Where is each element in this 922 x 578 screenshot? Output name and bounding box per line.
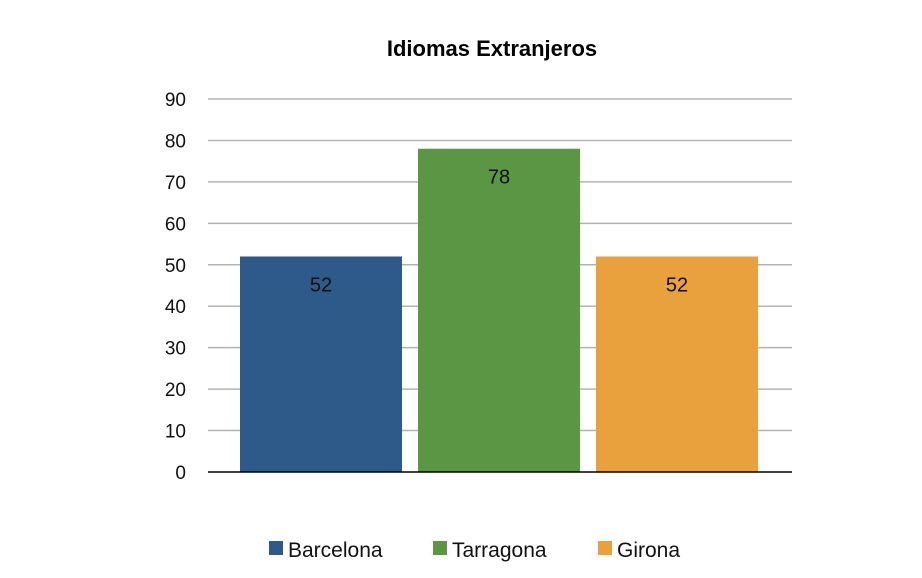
y-tick-label: 20 bbox=[165, 380, 186, 401]
data-label-tarragona: 78 bbox=[488, 167, 510, 189]
y-tick-label: 90 bbox=[165, 90, 186, 111]
bar-tarragona bbox=[418, 148, 580, 472]
data-label-girona: 52 bbox=[666, 274, 688, 296]
legend: Barcelona Tarragona Girona bbox=[269, 539, 680, 562]
bar-barcelona bbox=[240, 256, 402, 472]
y-tick-label: 40 bbox=[165, 297, 186, 318]
y-tick-label: 0 bbox=[175, 463, 186, 484]
bars bbox=[240, 148, 758, 472]
y-tick-label: 10 bbox=[165, 422, 186, 443]
legend-swatch-girona bbox=[598, 541, 612, 555]
legend-label-tarragona: Tarragona bbox=[452, 539, 547, 562]
y-tick-label: 60 bbox=[165, 214, 186, 235]
legend-label-barcelona: Barcelona bbox=[288, 539, 383, 562]
y-tick-label: 30 bbox=[165, 339, 186, 360]
y-tick-label: 70 bbox=[165, 173, 186, 194]
data-labels: 52 78 52 bbox=[310, 167, 688, 297]
y-tick-label: 50 bbox=[165, 256, 186, 277]
y-axis-tick-labels: 0 10 20 30 40 50 60 70 80 90 bbox=[165, 90, 186, 484]
bar-girona bbox=[596, 256, 758, 472]
y-tick-label: 80 bbox=[165, 131, 186, 152]
legend-swatch-tarragona bbox=[433, 541, 447, 555]
legend-label-girona: Girona bbox=[617, 539, 680, 562]
data-label-barcelona: 52 bbox=[310, 274, 332, 296]
chart-title: Idiomas Extranjeros bbox=[387, 36, 597, 61]
legend-swatch-barcelona bbox=[269, 541, 283, 555]
